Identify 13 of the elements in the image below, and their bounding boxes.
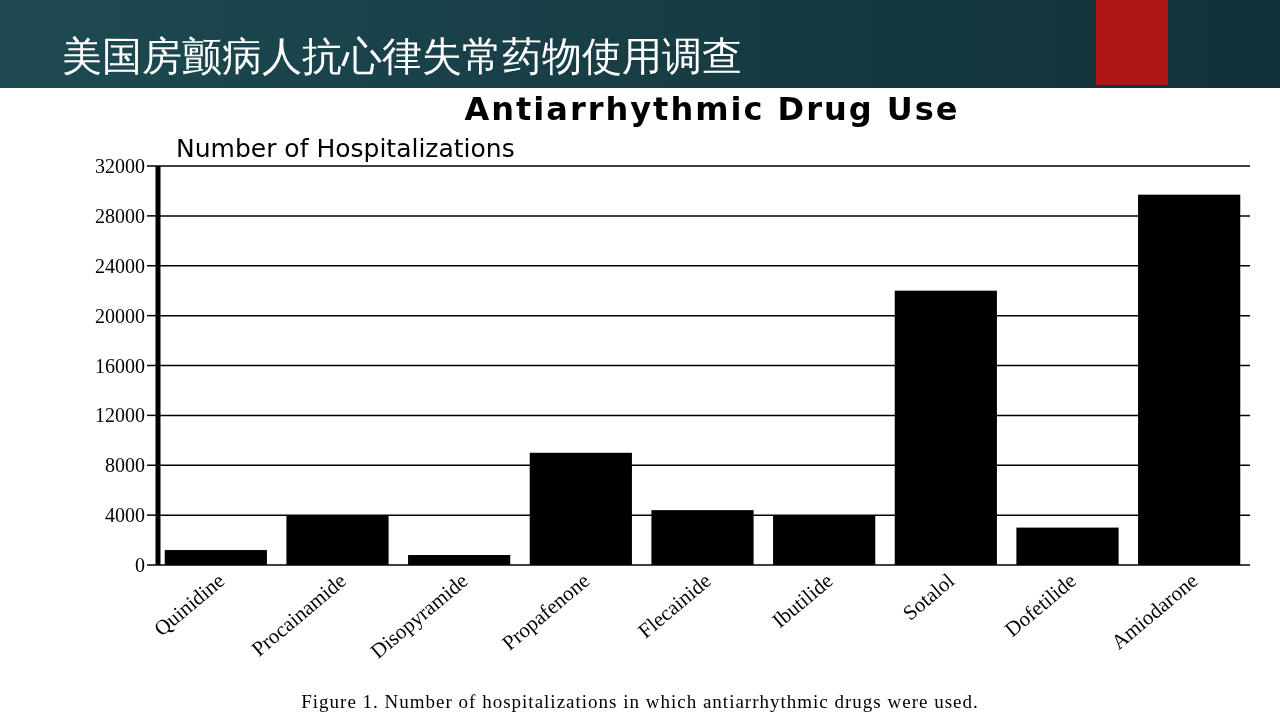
- y-tick-label: 24000: [95, 254, 145, 277]
- y-axis-title: Number of Hospitalizations: [176, 134, 515, 163]
- y-tick-label: 12000: [95, 404, 145, 427]
- y-tick-label: 32000: [95, 155, 145, 177]
- y-tick-label: 8000: [105, 454, 145, 477]
- chart-title: 美国房颤病人抗心律失常药物使用调查: [62, 33, 742, 79]
- caption: Figure 1. Number of hospitalizations in which antiarrhythmic drugs were used.: [301, 691, 979, 712]
- chart-subtitle: Antiarrhythmic Drug Use: [464, 90, 960, 128]
- y-tick-label: 28000: [95, 204, 145, 227]
- y-tick-label: 20000: [95, 304, 145, 327]
- y-tick-label: 0: [135, 554, 145, 576]
- y-tick-label: 4000: [105, 504, 145, 527]
- y-tick-label: 16000: [95, 354, 145, 377]
